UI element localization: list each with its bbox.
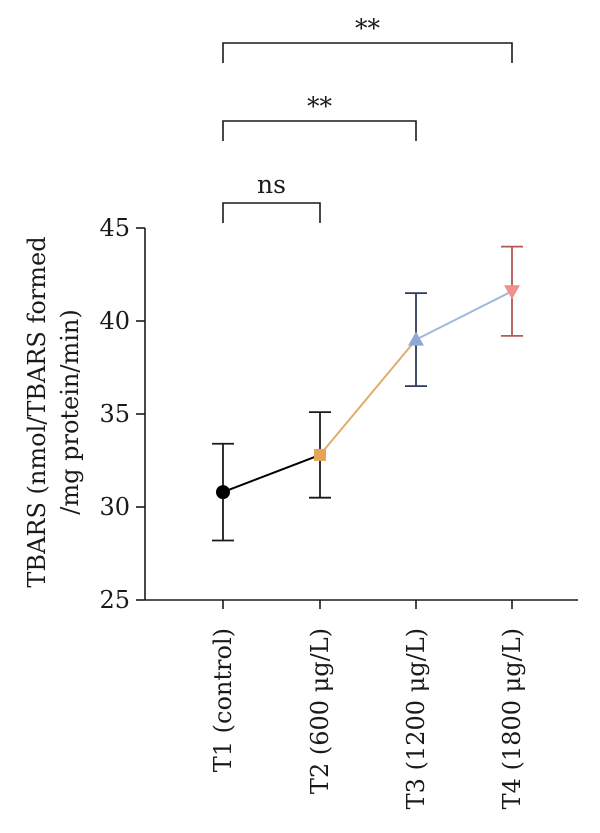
x-tick-label: T4 (1800 μg/L): [498, 628, 526, 809]
significance-label: **: [355, 14, 381, 43]
data-point: [216, 485, 230, 500]
x-tick-label: T3 (1200 μg/L): [402, 628, 430, 809]
y-tick-label: 45: [99, 214, 130, 242]
y-axis-label-line1: TBARS (nmol/TBARS formed: [23, 236, 51, 587]
series-line-segment: [222, 453, 321, 494]
y-tick-label: 30: [99, 493, 130, 521]
data-point: [408, 331, 424, 346]
significance-label: **: [307, 92, 333, 121]
data-point: [504, 285, 520, 300]
x-tick-label: T1 (control): [209, 628, 237, 772]
significance-label: ns: [257, 170, 286, 199]
y-tick-label: 25: [99, 586, 130, 614]
y-axis-label-line2: /mg protein/min): [56, 309, 84, 514]
significance-bracket: [222, 202, 321, 223]
significance-bracket: [222, 42, 513, 63]
y-tick-label: 40: [99, 307, 130, 335]
series-line-segment: [415, 290, 513, 341]
x-tick-label: T2 (600 μg/L): [306, 628, 334, 794]
data-point: [314, 448, 326, 461]
y-tick-label: 35: [99, 400, 130, 428]
significance-bracket: [222, 120, 417, 141]
series-line-segment: [319, 338, 417, 456]
